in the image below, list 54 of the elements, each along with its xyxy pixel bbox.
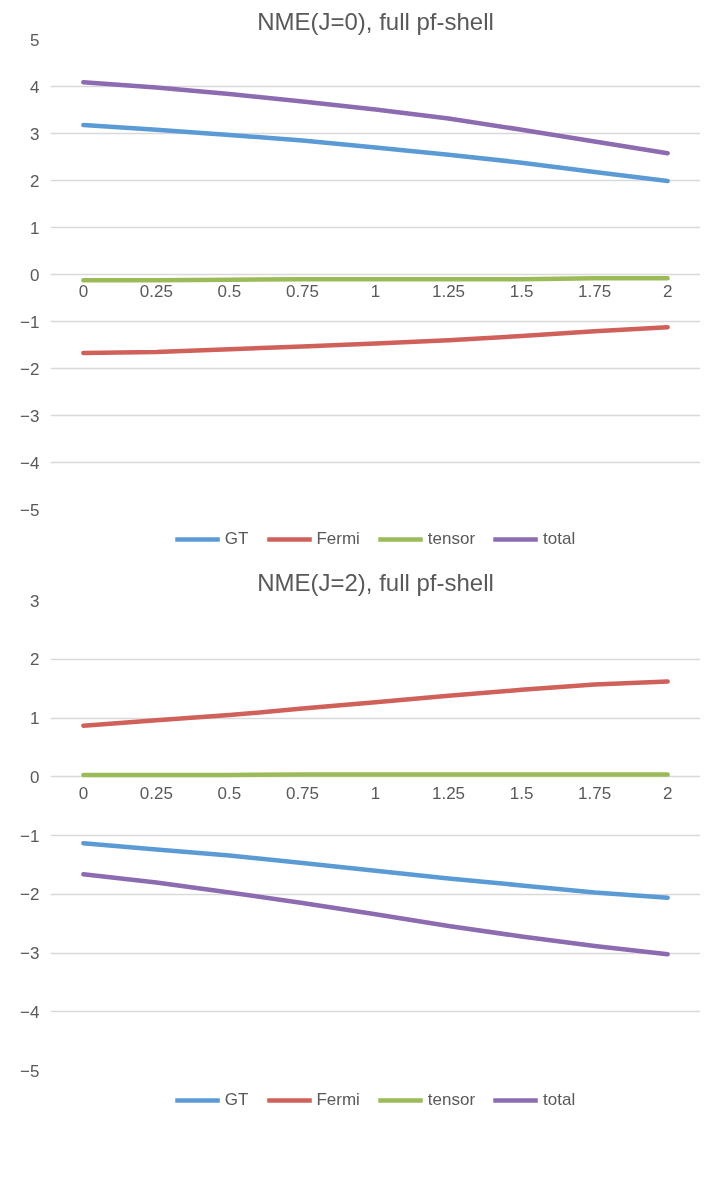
y-tick-label: −4 <box>20 1002 40 1022</box>
chart-title: NME(J=0), full pf-shell <box>257 7 494 35</box>
y-tick-label: −1 <box>20 826 40 846</box>
y-tick-label: −2 <box>20 359 40 379</box>
legend-label: GT <box>224 1090 249 1110</box>
line-series <box>81 324 670 356</box>
y-tick-label: 1 <box>30 218 40 238</box>
legend-label: GT <box>224 529 249 549</box>
x-tick-label: 1.25 <box>431 281 466 301</box>
y-tick-label: −5 <box>20 1061 40 1081</box>
x-tick-label: 2 <box>662 281 673 301</box>
y-tick-label: 2 <box>30 650 40 670</box>
x-tick-label: 0.25 <box>139 783 173 803</box>
y-tick-label: 2 <box>30 171 40 191</box>
line-series <box>81 872 670 957</box>
x-tick-label: 0.5 <box>217 783 242 803</box>
y-tick-label: −4 <box>20 453 40 473</box>
legend-label: total <box>543 529 576 549</box>
x-tick-label: 1 <box>370 281 381 301</box>
y-tick-label: 4 <box>30 77 40 97</box>
x-tick-label: 1.25 <box>431 783 466 803</box>
x-tick-label: 0.5 <box>217 281 242 301</box>
y-tick-label: 5 <box>30 30 40 50</box>
legend-label: Fermi <box>316 1090 360 1110</box>
legend-label: Fermi <box>316 529 360 549</box>
y-tick-label: 0 <box>30 265 40 285</box>
x-tick-label: 1.5 <box>509 281 534 301</box>
line-series <box>81 80 670 156</box>
line-series <box>81 840 670 901</box>
x-tick-label: 1 <box>370 783 381 803</box>
x-tick-label: 1.75 <box>578 281 612 301</box>
chart-title: NME(J=2), full pf-shell <box>257 568 494 596</box>
x-tick-label: 0.75 <box>285 783 320 803</box>
x-tick-label: 0 <box>78 783 89 803</box>
y-tick-label: −2 <box>20 885 40 905</box>
y-tick-label: 0 <box>30 767 40 787</box>
y-tick-label: 3 <box>30 591 40 611</box>
line-series <box>81 122 670 184</box>
y-tick-label: −5 <box>20 500 40 520</box>
y-tick-label: −3 <box>20 406 40 426</box>
y-tick-label: −3 <box>20 944 40 963</box>
y-tick-label: 1 <box>30 709 40 728</box>
legend-label: total <box>543 1090 576 1110</box>
x-tick-label: 2 <box>662 783 673 803</box>
legend-label: tensor <box>427 529 476 549</box>
x-tick-label: 0.75 <box>285 281 320 301</box>
legend-label: tensor <box>427 1090 476 1110</box>
x-tick-label: 1.75 <box>578 783 612 803</box>
line-series <box>81 679 670 728</box>
x-tick-label: 0.25 <box>139 281 173 301</box>
x-tick-label: 1.5 <box>509 783 534 803</box>
y-tick-label: 3 <box>30 124 40 144</box>
y-tick-label: −1 <box>20 312 40 332</box>
x-tick-label: 0 <box>78 281 89 301</box>
